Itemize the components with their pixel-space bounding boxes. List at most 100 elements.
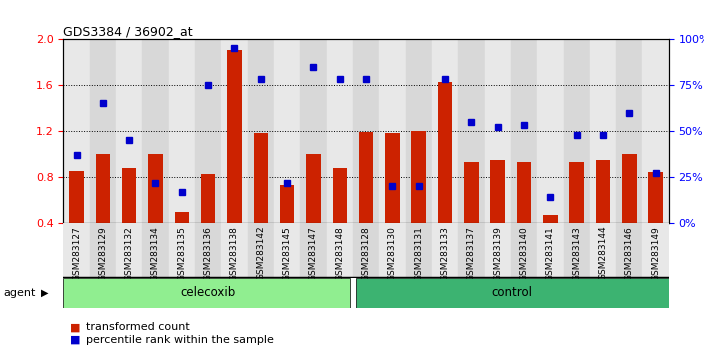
Text: GSM283132: GSM283132 bbox=[125, 226, 134, 280]
Bar bbox=[89, 223, 116, 278]
Bar bbox=[63, 39, 89, 223]
Bar bbox=[517, 162, 532, 223]
Bar bbox=[227, 50, 241, 223]
Bar bbox=[221, 223, 248, 278]
Bar bbox=[570, 162, 584, 223]
Bar bbox=[195, 223, 221, 278]
Text: GSM283135: GSM283135 bbox=[177, 226, 187, 281]
Bar bbox=[484, 39, 511, 223]
Text: GSM283137: GSM283137 bbox=[467, 226, 476, 281]
Bar bbox=[511, 223, 537, 278]
Text: GSM283134: GSM283134 bbox=[151, 226, 160, 280]
Bar bbox=[359, 132, 373, 223]
Bar bbox=[563, 223, 590, 278]
Bar bbox=[327, 223, 353, 278]
Bar bbox=[537, 223, 563, 278]
Bar bbox=[353, 39, 379, 223]
Bar bbox=[149, 154, 163, 223]
Bar bbox=[248, 39, 274, 223]
Bar bbox=[122, 168, 137, 223]
Text: GSM283149: GSM283149 bbox=[651, 226, 660, 280]
Bar bbox=[643, 39, 669, 223]
Bar bbox=[280, 185, 294, 223]
Text: GSM283143: GSM283143 bbox=[572, 226, 582, 280]
Bar bbox=[491, 160, 505, 223]
Text: celecoxib: celecoxib bbox=[180, 286, 236, 299]
Bar bbox=[596, 160, 610, 223]
Text: GSM283148: GSM283148 bbox=[335, 226, 344, 280]
Text: GSM283141: GSM283141 bbox=[546, 226, 555, 280]
Text: GSM283128: GSM283128 bbox=[362, 226, 370, 280]
Bar bbox=[411, 131, 426, 223]
Text: control: control bbox=[492, 286, 533, 299]
Bar bbox=[622, 154, 636, 223]
Bar bbox=[385, 133, 400, 223]
Bar bbox=[537, 39, 563, 223]
Bar bbox=[590, 39, 616, 223]
Text: GSM283138: GSM283138 bbox=[230, 226, 239, 281]
Text: GSM283144: GSM283144 bbox=[598, 226, 608, 280]
Text: agent: agent bbox=[4, 288, 36, 298]
Text: GSM283146: GSM283146 bbox=[625, 226, 634, 280]
Text: GSM283129: GSM283129 bbox=[99, 226, 107, 280]
Text: ■: ■ bbox=[70, 335, 81, 345]
Bar bbox=[175, 212, 189, 223]
Bar bbox=[464, 162, 479, 223]
Bar bbox=[563, 39, 590, 223]
Bar bbox=[301, 39, 327, 223]
Bar bbox=[169, 223, 195, 278]
Bar bbox=[248, 223, 274, 278]
Bar bbox=[69, 171, 84, 223]
Text: percentile rank within the sample: percentile rank within the sample bbox=[86, 335, 274, 345]
Bar bbox=[406, 39, 432, 223]
Bar bbox=[306, 154, 320, 223]
Bar bbox=[63, 223, 89, 278]
Bar bbox=[195, 39, 221, 223]
Bar bbox=[274, 39, 301, 223]
Text: GSM283131: GSM283131 bbox=[414, 226, 423, 281]
Bar bbox=[543, 215, 558, 223]
Bar bbox=[484, 223, 511, 278]
Bar bbox=[221, 39, 248, 223]
Text: ■: ■ bbox=[70, 322, 81, 332]
Text: GSM283142: GSM283142 bbox=[256, 226, 265, 280]
Text: ▶: ▶ bbox=[41, 288, 49, 298]
Bar bbox=[96, 154, 110, 223]
Bar bbox=[432, 39, 458, 223]
Bar bbox=[406, 223, 432, 278]
Bar bbox=[332, 168, 347, 223]
Bar bbox=[301, 223, 327, 278]
Bar bbox=[616, 223, 643, 278]
Bar bbox=[253, 133, 268, 223]
Bar bbox=[116, 223, 142, 278]
Bar bbox=[590, 223, 616, 278]
Text: GSM283136: GSM283136 bbox=[203, 226, 213, 281]
Bar bbox=[458, 223, 484, 278]
Bar bbox=[142, 39, 169, 223]
Bar bbox=[511, 39, 537, 223]
Bar bbox=[379, 223, 406, 278]
Text: GDS3384 / 36902_at: GDS3384 / 36902_at bbox=[63, 25, 193, 38]
Bar bbox=[169, 39, 195, 223]
Bar bbox=[353, 223, 379, 278]
Text: GSM283130: GSM283130 bbox=[388, 226, 397, 281]
Bar bbox=[432, 223, 458, 278]
Bar bbox=[643, 223, 669, 278]
Bar bbox=[274, 223, 301, 278]
Bar bbox=[379, 39, 406, 223]
Bar bbox=[327, 39, 353, 223]
Text: GSM283145: GSM283145 bbox=[282, 226, 291, 280]
FancyBboxPatch shape bbox=[63, 278, 350, 308]
Text: GSM283133: GSM283133 bbox=[441, 226, 450, 281]
Text: GSM283147: GSM283147 bbox=[309, 226, 318, 280]
Bar bbox=[648, 172, 663, 223]
Text: GSM283140: GSM283140 bbox=[520, 226, 529, 280]
Bar bbox=[458, 39, 484, 223]
Text: GSM283127: GSM283127 bbox=[72, 226, 81, 280]
Bar bbox=[438, 81, 452, 223]
Bar bbox=[201, 173, 215, 223]
Text: GSM283139: GSM283139 bbox=[494, 226, 502, 281]
Bar bbox=[89, 39, 116, 223]
Bar bbox=[616, 39, 643, 223]
Text: transformed count: transformed count bbox=[86, 322, 189, 332]
